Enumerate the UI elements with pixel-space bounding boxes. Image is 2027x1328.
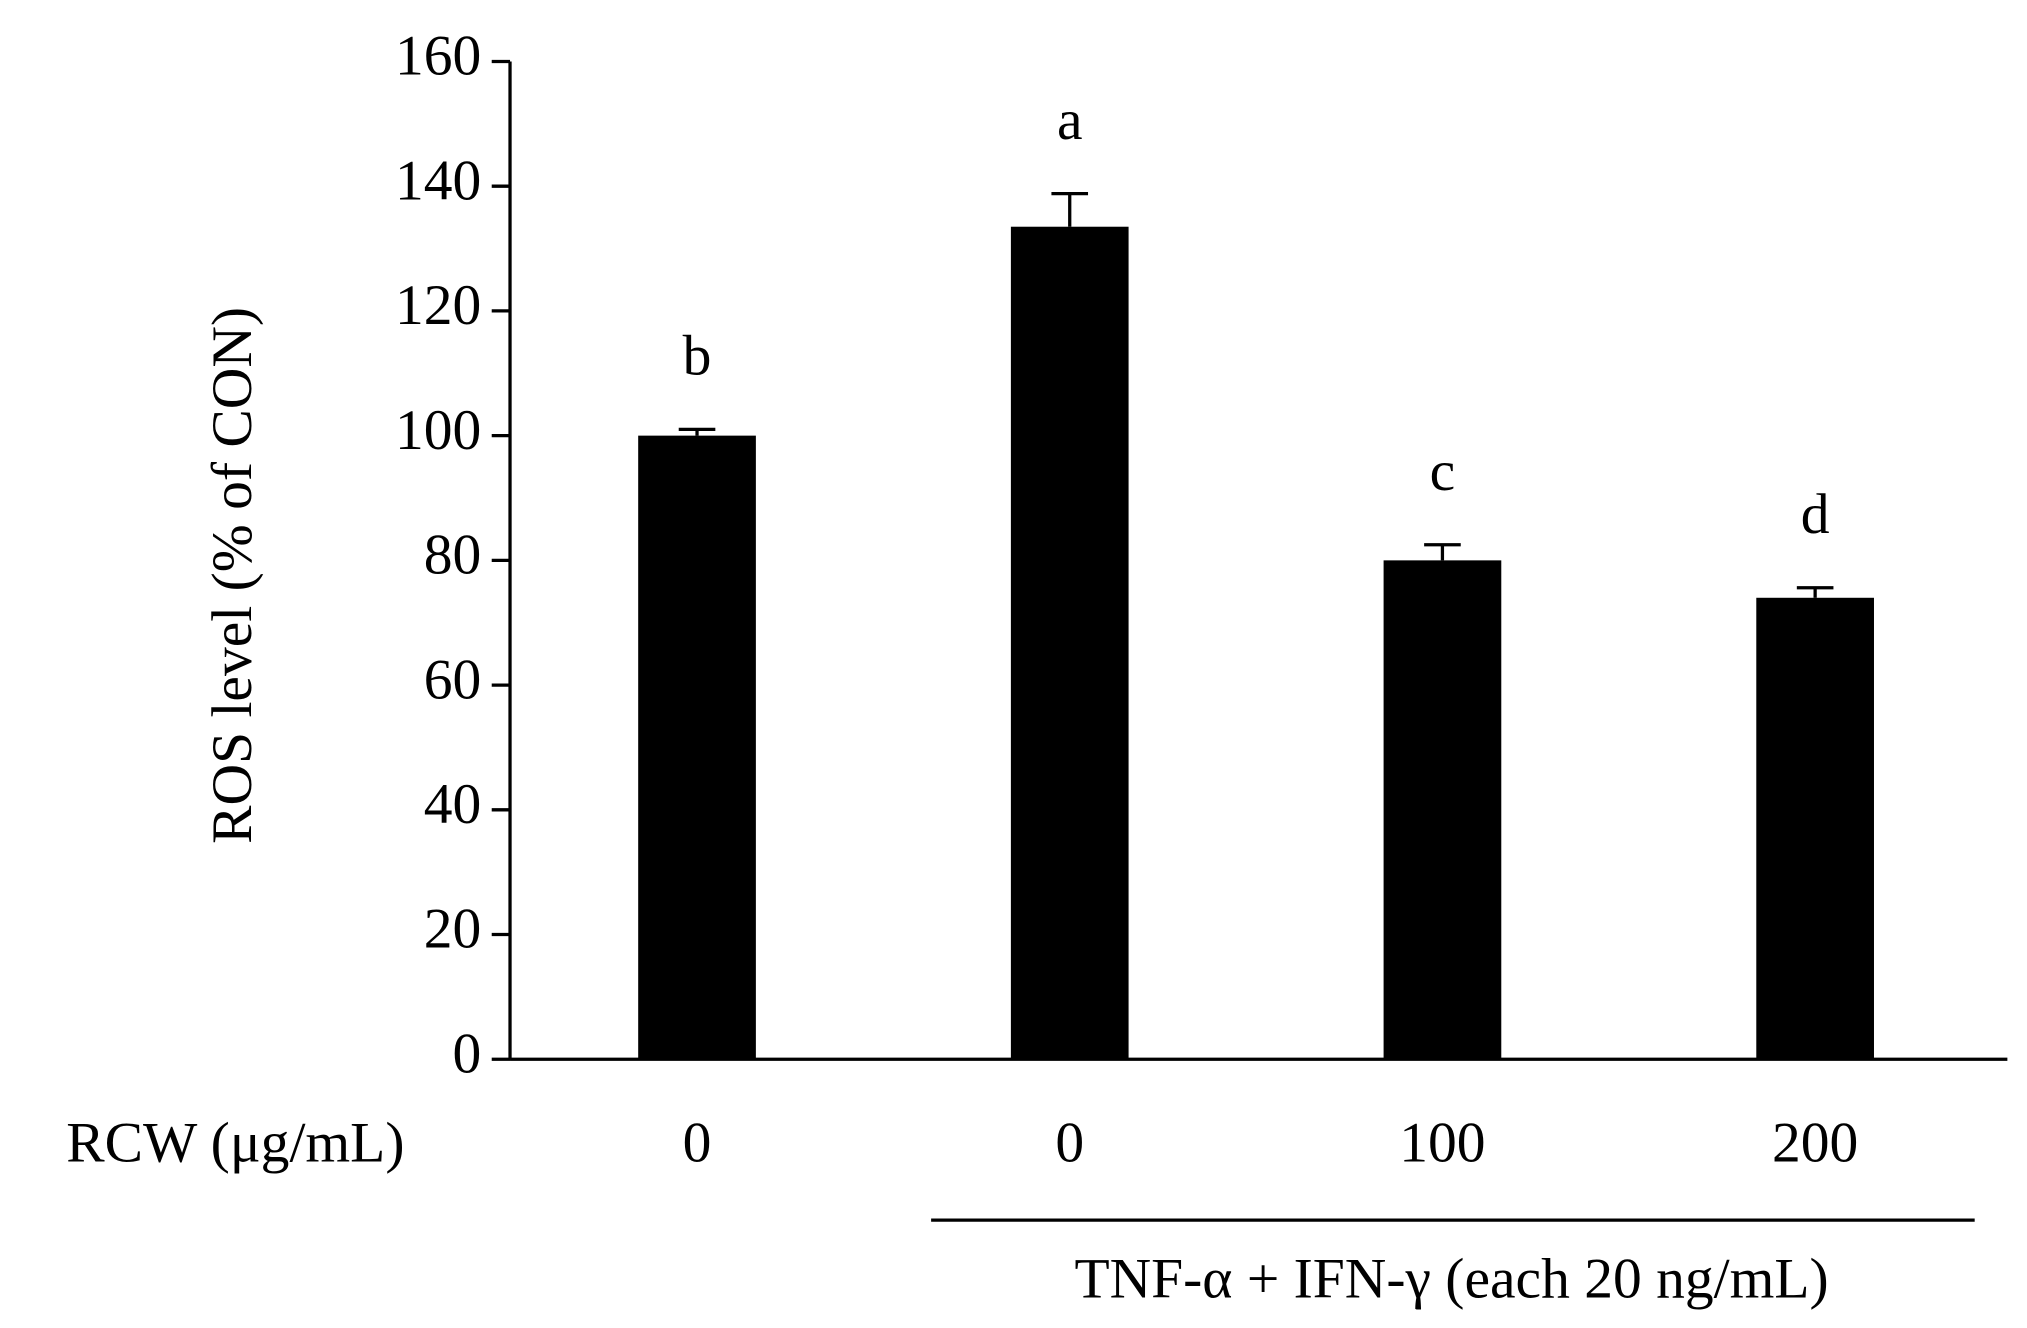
significance-letter: d bbox=[1801, 483, 1830, 546]
y-tick-label: 120 bbox=[395, 274, 481, 337]
x-axis-label: RCW (μg/mL) bbox=[66, 1111, 404, 1174]
x-tick-label: 0 bbox=[683, 1111, 712, 1174]
bar bbox=[638, 435, 756, 1060]
bar bbox=[1756, 597, 1874, 1060]
y-tick-label: 100 bbox=[395, 399, 481, 462]
y-axis-label: ROS level (% of CON) bbox=[201, 307, 264, 844]
significance-letter: c bbox=[1430, 440, 1456, 503]
y-tick-label: 0 bbox=[452, 1022, 481, 1085]
y-tick-label: 160 bbox=[395, 25, 481, 88]
y-tick-label: 60 bbox=[424, 648, 482, 711]
bar bbox=[1383, 560, 1502, 1060]
x-tick-label: 100 bbox=[1399, 1111, 1485, 1174]
bar bbox=[1010, 226, 1129, 1060]
significance-letter: a bbox=[1057, 89, 1083, 152]
group-label: TNF-α + IFN-γ (each 20 ng/mL) bbox=[1074, 1247, 1828, 1310]
y-tick-label: 140 bbox=[395, 149, 481, 212]
y-tick-label: 40 bbox=[424, 773, 482, 836]
significance-letter: b bbox=[683, 325, 712, 388]
y-tick-label: 80 bbox=[424, 524, 482, 587]
x-tick-label: 200 bbox=[1772, 1111, 1858, 1174]
x-tick-label: 0 bbox=[1055, 1111, 1084, 1174]
y-tick-label: 20 bbox=[424, 898, 482, 961]
